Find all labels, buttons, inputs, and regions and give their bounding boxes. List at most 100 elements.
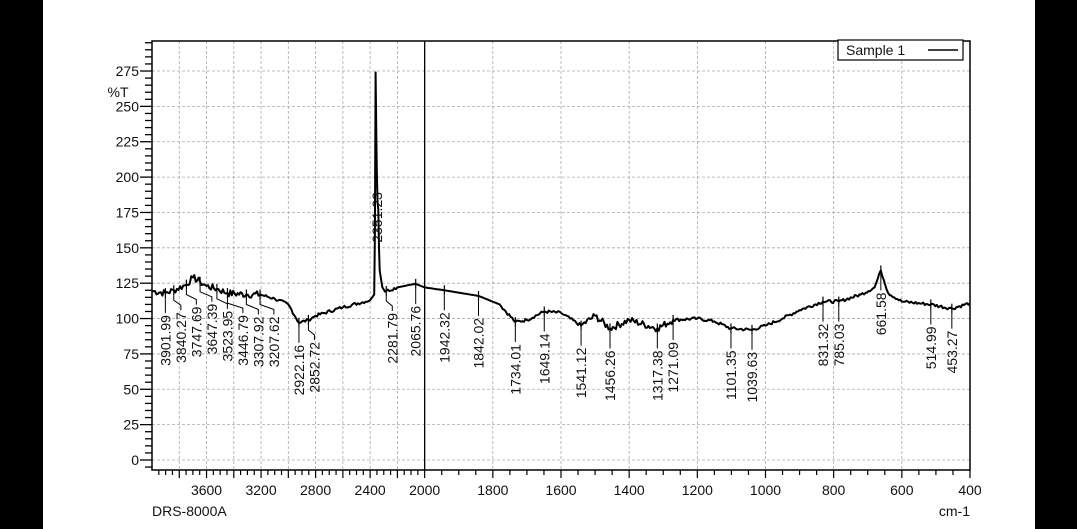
- peak-label: 3446.79: [226, 288, 251, 366]
- peak-label: 1649.14: [536, 306, 552, 384]
- peak-label-text: 661.58: [873, 292, 889, 335]
- peak-label: 2281.79: [384, 285, 400, 364]
- peak-label: 1456.26: [602, 323, 618, 401]
- peak-label-text: 1942.32: [436, 312, 452, 363]
- peak-label-text: 3747.69: [188, 306, 204, 357]
- peak-label: 3901.99: [157, 288, 173, 366]
- peak-labels: 3901.99 3840.27 3747.69 3647.39 3523.95 3446.…: [157, 165, 960, 403]
- peak-leader: [307, 324, 315, 340]
- peak-label: 1039.63: [744, 324, 760, 403]
- peak-label: 3307.92: [245, 289, 266, 367]
- spectrum-line-sample-1: [151, 71, 971, 333]
- peak-label: 1317.38: [649, 323, 665, 401]
- y-tick-label: 50: [123, 381, 139, 397]
- peak-label: 3840.27: [173, 285, 189, 363]
- peak-label: 3207.62: [259, 289, 282, 367]
- peak-label-text: 2065.76: [408, 306, 424, 357]
- peak-label: 1101.35: [723, 323, 739, 400]
- y-tick-label: 225: [116, 134, 140, 150]
- peak-leader: [226, 298, 244, 314]
- peak-label: 453.27: [944, 303, 960, 373]
- peak-label-text: 1842.02: [471, 318, 487, 369]
- y-tick-label: 175: [116, 204, 140, 220]
- peak-label-text: 2852.72: [306, 342, 322, 393]
- peak-label-text: 3523.95: [219, 311, 235, 362]
- peak-label-text: 831.32: [815, 323, 831, 366]
- peak-label: 3647.39: [199, 276, 220, 355]
- peak-label-text: 3647.39: [204, 304, 220, 355]
- peak-leader: [199, 286, 213, 302]
- peak-label: 831.32: [815, 296, 831, 366]
- peak-label: 1734.01: [507, 317, 523, 395]
- peak-label-text: 1317.38: [649, 350, 665, 401]
- peak-label-text: 3446.79: [235, 315, 251, 366]
- y-tick-label: 100: [116, 311, 140, 327]
- x-tick-label: 600: [890, 482, 914, 498]
- x-tick-label: 1600: [545, 482, 576, 498]
- peak-label-text: 1039.63: [744, 352, 760, 403]
- x-axis-label: cm-1: [939, 503, 970, 519]
- y-tick-label: 125: [116, 275, 140, 291]
- peak-leader: [216, 293, 228, 309]
- peak-label-text: 3307.92: [250, 316, 266, 367]
- peak-label-text: 3207.62: [266, 316, 282, 367]
- x-tick-label: 1400: [614, 482, 645, 498]
- peak-label-text: 2351.23: [369, 192, 385, 243]
- y-tick-label: 200: [116, 169, 140, 185]
- y-axis-label: %T: [108, 84, 129, 100]
- peak-label-text: 1456.26: [602, 350, 618, 401]
- peak-label-text: 1649.14: [536, 333, 552, 384]
- peak-leader: [245, 299, 259, 315]
- peak-label-text: 785.03: [831, 323, 847, 366]
- peak-label: 3747.69: [185, 279, 204, 357]
- peak-label: 3523.95: [216, 283, 235, 362]
- peak-label: 1942.32: [436, 285, 452, 363]
- x-tick-label: 3200: [245, 482, 276, 498]
- grid: [152, 41, 970, 470]
- peak-label-text: 1541.12: [573, 347, 589, 398]
- peak-leader: [185, 289, 197, 305]
- peak-label-text: 2281.79: [384, 313, 400, 364]
- series: [151, 71, 971, 333]
- y-tick-label: 25: [123, 417, 139, 433]
- peak-label-text: 1271.09: [665, 342, 681, 393]
- plot-area: [152, 41, 970, 470]
- peak-label-text: 2922.16: [291, 345, 307, 396]
- peak-label: 661.58: [873, 265, 889, 335]
- peak-label: 785.03: [831, 296, 847, 366]
- peak-leader: [173, 295, 182, 311]
- y-tick-label: 150: [116, 240, 140, 256]
- peak-label-text: 453.27: [944, 330, 960, 373]
- peak-label-text: 514.99: [923, 326, 939, 369]
- instrument-label: DRS-8000A: [152, 503, 227, 519]
- peak-label-text: 1101.35: [723, 350, 739, 400]
- x-tick-label: 2800: [300, 482, 331, 498]
- x-tick-label: 800: [822, 482, 846, 498]
- peak-label: 2065.76: [408, 278, 424, 357]
- peak-label-text: 3901.99: [157, 315, 173, 366]
- y-tick-label: 250: [116, 98, 140, 114]
- x-tick-label: 1800: [477, 482, 508, 498]
- y-tick-label: 275: [116, 63, 140, 79]
- x-tick-label: 2000: [409, 482, 440, 498]
- peak-leader: [259, 299, 275, 315]
- peak-label: 2351.23: [369, 165, 385, 243]
- y-tick-label: 75: [123, 346, 139, 362]
- peak-label: 2852.72: [306, 314, 322, 393]
- x-tick-label: 3600: [191, 482, 222, 498]
- legend-entry-label: Sample 1: [846, 42, 905, 58]
- right-letterbox: [1035, 0, 1077, 529]
- x-tick-label: 1200: [682, 482, 713, 498]
- peak-label: 2922.16: [291, 317, 307, 396]
- y-tick-label: 0: [131, 452, 139, 468]
- x-tick-label: 400: [958, 482, 982, 498]
- legend: Sample 1: [837, 39, 964, 61]
- x-tick-label: 2400: [355, 482, 386, 498]
- peak-label: 1271.09: [665, 314, 681, 393]
- peak-leader: [385, 295, 393, 311]
- peak-label: 514.99: [923, 299, 939, 369]
- peak-label-text: 3840.27: [173, 312, 189, 363]
- axes: 0 25 50 75 100 125 150 175 200 225 250 275 3600 3200 2…: [116, 40, 982, 498]
- peak-label-text: 1734.01: [507, 344, 523, 395]
